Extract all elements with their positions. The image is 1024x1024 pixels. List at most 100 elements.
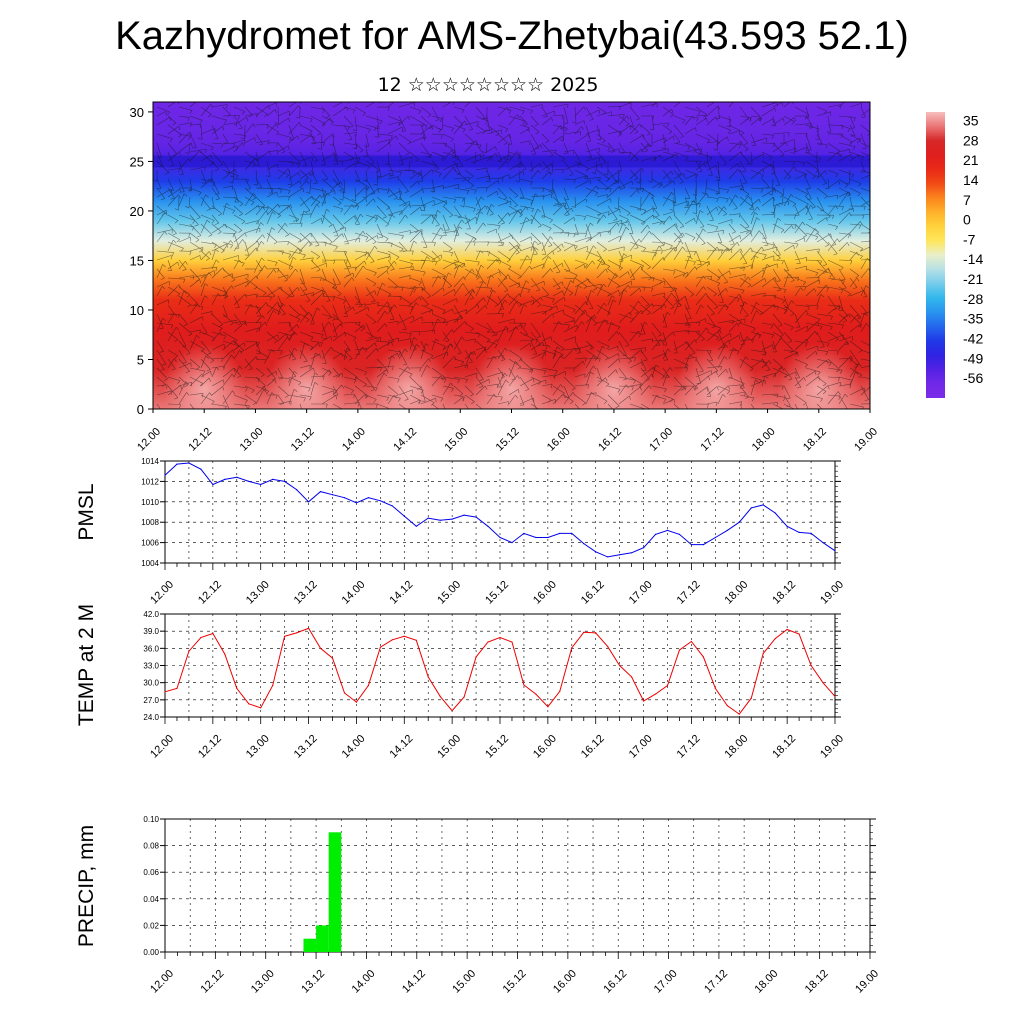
heat-xtick-label: 15.12: [494, 426, 522, 454]
wind-barb-feather: [252, 163, 256, 167]
wind-barb: [552, 243, 563, 252]
wind-barb: [684, 256, 690, 270]
wind-barb: [860, 160, 866, 173]
wind-barb: [849, 314, 858, 324]
heat-xtick-label: 13.00: [238, 426, 266, 454]
wind-barb: [739, 133, 749, 144]
wind-barb-feather: [454, 289, 456, 294]
wind-barb-feather: [326, 300, 331, 302]
wind-barb-feather: [803, 402, 807, 406]
wind-barb: [200, 128, 216, 135]
wind-barb: [200, 214, 215, 221]
wind-barb: [563, 286, 573, 294]
wind-barb-feather: [217, 293, 221, 297]
wind-barb: [552, 355, 562, 369]
wind-barb-feather: [296, 324, 300, 329]
wind-barb-feather: [300, 222, 303, 227]
wind-barb-feather: [682, 246, 686, 251]
wind-barb-feather: [515, 301, 519, 305]
wind-barb: [717, 394, 723, 405]
wind-barb: [541, 399, 556, 405]
wind-barb: [519, 342, 530, 351]
wind-barb: [486, 258, 497, 270]
wind-barb: [387, 210, 403, 216]
wind-barb-feather: [842, 280, 845, 285]
wind-barb: [299, 304, 309, 315]
wind-barb: [266, 160, 271, 177]
wind-barb-feather: [845, 182, 850, 185]
wind-barb-feather: [491, 334, 496, 337]
data-point: [188, 462, 190, 464]
wind-barb-feather: [617, 326, 621, 331]
wind-barb: [409, 340, 417, 350]
wind-barb-feather: [589, 119, 594, 121]
wind-barb: [541, 383, 553, 387]
wind-barb: [431, 151, 445, 157]
wind-barb: [739, 187, 750, 195]
wind-barb-feather: [745, 231, 750, 234]
wind-barb-feather: [262, 206, 266, 211]
wind-barb-feather: [279, 403, 284, 405]
wind-barb-feather: [859, 324, 862, 329]
wind-barb: [200, 223, 213, 235]
wind-barb: [860, 358, 870, 361]
wind-barb-feather: [804, 286, 806, 291]
wind-barb: [838, 268, 846, 280]
wind-barb-feather: [783, 289, 787, 294]
wind-barb: [387, 385, 399, 395]
wind-barb: [156, 111, 167, 117]
wind-barb-feather: [290, 266, 294, 271]
wind-barb-feather: [547, 256, 552, 260]
wind-barb: [607, 186, 620, 198]
wind-barb: [222, 340, 235, 351]
wind-barb: [860, 349, 870, 354]
wind-barb-feather: [399, 171, 402, 176]
wind-barb-feather: [837, 152, 840, 157]
wind-barb-feather: [470, 185, 474, 189]
wind-barb: [420, 277, 426, 290]
wind-barb: [420, 214, 432, 225]
wind-barb: [618, 280, 632, 288]
wind-barb: [772, 115, 776, 126]
wind-barb: [464, 385, 474, 395]
wind-barb-feather: [687, 146, 691, 151]
wind-barb: [332, 352, 342, 360]
wind-barb: [541, 268, 551, 279]
wind-barb-feather: [277, 312, 281, 316]
wind-barb: [310, 217, 322, 225]
wind-barb: [849, 387, 865, 396]
wind-barb: [299, 394, 312, 397]
wind-barb-feather: [199, 383, 203, 387]
wind-barb: [398, 230, 411, 234]
wind-barb: [519, 255, 528, 270]
wind-barb-feather: [185, 151, 190, 154]
wind-barb: [816, 286, 829, 289]
wind-barb-feather: [634, 247, 639, 249]
wind-barb: [508, 394, 516, 405]
wind-barb-feather: [493, 355, 497, 360]
wind-barb-feather: [737, 321, 742, 325]
wind-barb-feather: [421, 287, 424, 292]
wind-barb-feather: [215, 249, 219, 253]
wind-barb-feather: [351, 277, 355, 281]
wind-barb-feather: [274, 379, 277, 384]
wind-barb-feather: [525, 280, 530, 284]
wind-barb-feather: [516, 151, 520, 156]
wind-barb: [860, 313, 865, 324]
wind-barb-feather: [437, 129, 442, 133]
wind-barb: [739, 223, 750, 232]
data-point: [319, 491, 322, 493]
wind-barb: [530, 310, 547, 315]
wind-barb: [409, 302, 417, 315]
wind-barb: [596, 198, 611, 207]
wind-barb-feather: [582, 361, 585, 366]
wind-barb-feather: [372, 321, 377, 325]
wind-barb-feather: [431, 214, 434, 219]
wind-barb: [508, 268, 522, 277]
wind-barb-feather: [420, 390, 424, 394]
wind-barb: [530, 193, 536, 207]
wind-barb: [167, 239, 174, 252]
wind-barb-feather: [802, 281, 806, 286]
wind-barb-feather: [514, 195, 519, 198]
wind-barb: [453, 250, 460, 263]
